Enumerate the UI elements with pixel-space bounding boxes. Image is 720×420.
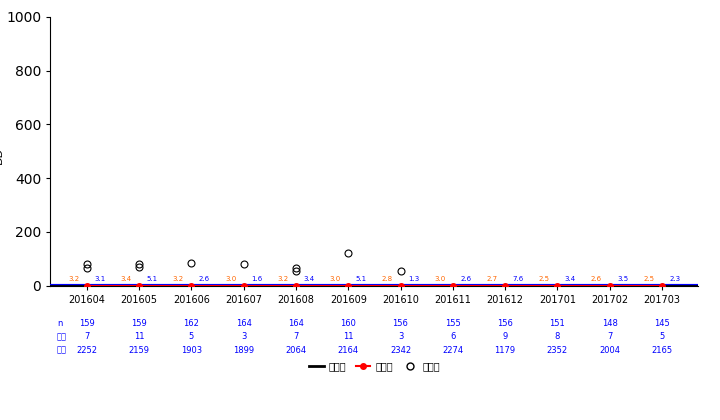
Text: 3.0: 3.0 — [225, 276, 236, 282]
Text: 164: 164 — [288, 319, 304, 328]
Legend: 中央値, 平均値, 外れ値: 中央値, 平均値, 外れ値 — [305, 357, 444, 375]
Text: 3.0: 3.0 — [434, 276, 446, 282]
Text: 5: 5 — [660, 332, 665, 341]
Text: 2.6: 2.6 — [199, 276, 210, 282]
Text: 3.1: 3.1 — [94, 276, 106, 282]
Text: 1.3: 1.3 — [408, 276, 419, 282]
Text: 3.2: 3.2 — [173, 276, 184, 282]
Text: 3.5: 3.5 — [617, 276, 628, 282]
Text: 156: 156 — [392, 319, 408, 328]
Text: 分母: 分母 — [57, 346, 67, 354]
Text: 3.4: 3.4 — [304, 276, 315, 282]
Text: 3.2: 3.2 — [277, 276, 289, 282]
Text: 159: 159 — [131, 319, 147, 328]
Text: 2164: 2164 — [338, 346, 359, 354]
Text: 2064: 2064 — [285, 346, 307, 354]
Text: 162: 162 — [184, 319, 199, 328]
Text: 2252: 2252 — [76, 346, 97, 354]
Text: 9: 9 — [503, 332, 508, 341]
Text: 分子: 分子 — [57, 332, 67, 341]
Text: 3.0: 3.0 — [330, 276, 341, 282]
Text: 2.5: 2.5 — [539, 276, 550, 282]
Text: 7: 7 — [293, 332, 299, 341]
Text: 2.7: 2.7 — [487, 276, 498, 282]
Text: 1903: 1903 — [181, 346, 202, 354]
Text: 159: 159 — [79, 319, 95, 328]
Text: 7.6: 7.6 — [513, 276, 523, 282]
Text: 164: 164 — [236, 319, 252, 328]
Text: 3.4: 3.4 — [121, 276, 132, 282]
Text: 8: 8 — [554, 332, 560, 341]
Text: 3: 3 — [398, 332, 403, 341]
Text: 3.2: 3.2 — [68, 276, 79, 282]
Text: 3: 3 — [241, 332, 246, 341]
Text: 2.6: 2.6 — [591, 276, 602, 282]
Text: 1179: 1179 — [495, 346, 516, 354]
Text: 1.6: 1.6 — [251, 276, 263, 282]
Text: 2.6: 2.6 — [460, 276, 472, 282]
Text: 2165: 2165 — [652, 346, 672, 354]
Text: 11: 11 — [134, 332, 145, 341]
Text: 2274: 2274 — [442, 346, 464, 354]
Text: 160: 160 — [341, 319, 356, 328]
Text: 11: 11 — [343, 332, 354, 341]
Text: 7: 7 — [607, 332, 612, 341]
Text: 151: 151 — [549, 319, 565, 328]
Text: 2342: 2342 — [390, 346, 411, 354]
Text: 156: 156 — [497, 319, 513, 328]
Text: 7: 7 — [84, 332, 90, 341]
Text: 5: 5 — [189, 332, 194, 341]
Text: 3.4: 3.4 — [564, 276, 576, 282]
Text: 2352: 2352 — [546, 346, 568, 354]
Text: 5.1: 5.1 — [356, 276, 367, 282]
Text: 5.1: 5.1 — [147, 276, 158, 282]
Text: 2.3: 2.3 — [670, 276, 680, 282]
Text: n: n — [57, 319, 62, 328]
Text: 1899: 1899 — [233, 346, 254, 354]
Text: 145: 145 — [654, 319, 670, 328]
Y-axis label: DD−: DD− — [0, 138, 4, 164]
Text: 2.8: 2.8 — [382, 276, 393, 282]
Text: 155: 155 — [445, 319, 461, 328]
Text: 6: 6 — [450, 332, 456, 341]
Text: 2159: 2159 — [129, 346, 150, 354]
Text: 148: 148 — [602, 319, 618, 328]
Text: 2004: 2004 — [599, 346, 620, 354]
Text: 2.5: 2.5 — [643, 276, 654, 282]
